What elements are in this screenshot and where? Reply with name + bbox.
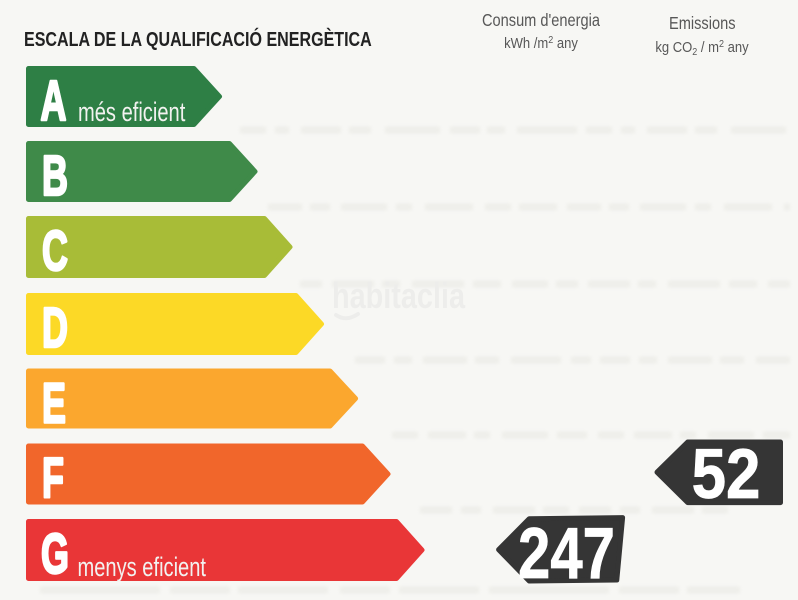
svg-text:habitaclia: habitaclia [332,275,466,316]
svg-text:Emissions: Emissions [669,14,735,34]
svg-text:Consum d'energia: Consum d'energia [482,11,600,31]
svg-text:F: F [42,447,64,510]
svg-text:B: B [42,145,68,208]
svg-text:247: 247 [518,513,615,594]
svg-text:kg CO2 / m2 any: kg CO2 / m2 any [655,39,748,59]
svg-text:més eficient: més eficient [78,97,186,128]
svg-text:C: C [42,220,68,283]
svg-text:ESCALA DE LA QUALIFICACIÓ ENER: ESCALA DE LA QUALIFICACIÓ ENERGÈTICA [24,27,372,50]
svg-text:52: 52 [692,434,761,513]
svg-text:D: D [42,297,68,360]
svg-text:E: E [42,372,66,435]
svg-text:G: G [41,523,69,586]
svg-text:menys eficient: menys eficient [78,552,207,583]
svg-text:kWh /m2 any: kWh /m2 any [504,35,578,52]
svg-text:A: A [41,70,67,133]
